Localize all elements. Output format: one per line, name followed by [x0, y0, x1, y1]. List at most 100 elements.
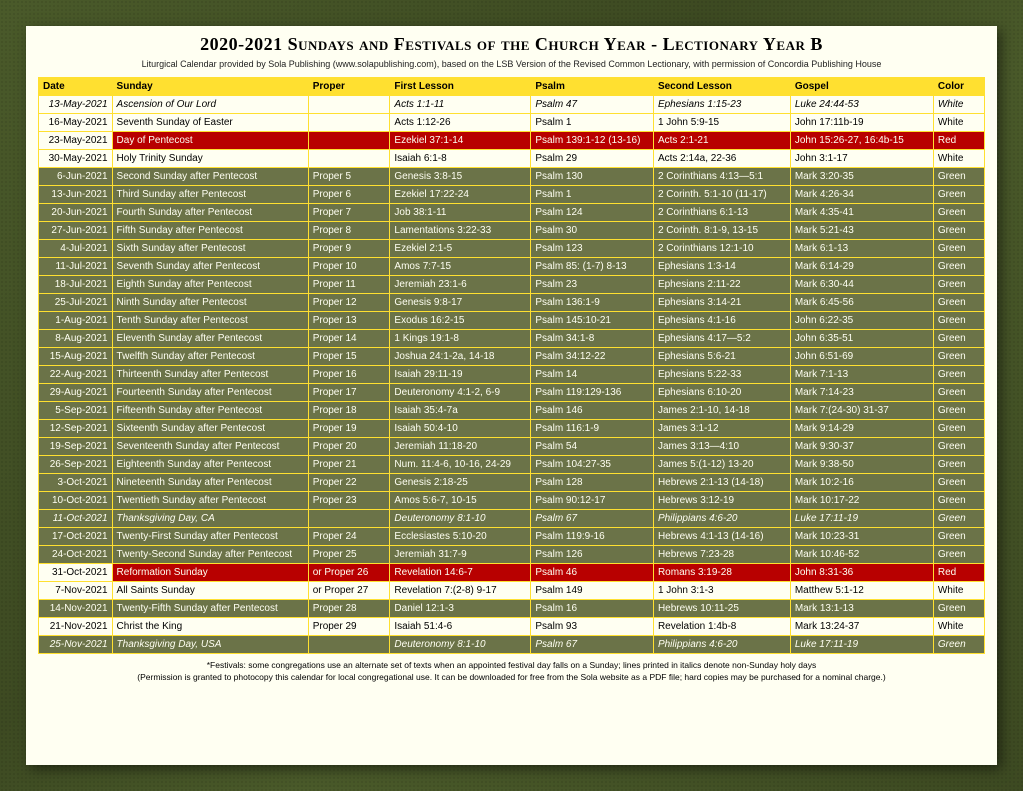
table-cell: 2 Corinthians 12:1-10	[653, 240, 790, 258]
table-cell: Psalm 136:1-9	[531, 294, 654, 312]
table-cell: Green	[933, 312, 984, 330]
table-cell: 2 Corinthians 4:13—5:1	[653, 168, 790, 186]
table-cell: Mark 10:46-52	[790, 546, 933, 564]
table-row: 10-Oct-2021Twentieth Sunday after Pentec…	[39, 492, 985, 510]
table-row: 22-Aug-2021Thirteenth Sunday after Pente…	[39, 366, 985, 384]
table-cell: Ephesians 4:1-16	[653, 312, 790, 330]
table-cell: 3-Oct-2021	[39, 474, 113, 492]
table-cell: 15-Aug-2021	[39, 348, 113, 366]
table-cell: 7-Nov-2021	[39, 582, 113, 600]
table-cell: Green	[933, 438, 984, 456]
table-cell: James 5:(1-12) 13-20	[653, 456, 790, 474]
table-cell: Tenth Sunday after Pentecost	[112, 312, 308, 330]
table-cell: Psalm 124	[531, 204, 654, 222]
table-cell: Fifth Sunday after Pentecost	[112, 222, 308, 240]
table-cell: Mark 10:2-16	[790, 474, 933, 492]
table-cell: Seventh Sunday of Easter	[112, 114, 308, 132]
table-row: 14-Nov-2021Twenty-Fifth Sunday after Pen…	[39, 600, 985, 618]
table-cell: 4-Jul-2021	[39, 240, 113, 258]
table-cell: 16-May-2021	[39, 114, 113, 132]
table-cell: Acts 2:14a, 22-36	[653, 150, 790, 168]
table-cell: Psalm 104:27-35	[531, 456, 654, 474]
table-cell: Psalm 16	[531, 600, 654, 618]
table-cell: Psalm 67	[531, 510, 654, 528]
table-cell: Psalm 119:129-136	[531, 384, 654, 402]
table-cell: Ephesians 1:15-23	[653, 96, 790, 114]
table-cell: Acts 2:1-21	[653, 132, 790, 150]
table-cell: 6-Jun-2021	[39, 168, 113, 186]
table-cell: Psalm 30	[531, 222, 654, 240]
table-cell: 1 Kings 19:1-8	[390, 330, 531, 348]
col-header-sunday: Sunday	[112, 78, 308, 96]
table-cell: Third Sunday after Pentecost	[112, 186, 308, 204]
table-cell: Psalm 23	[531, 276, 654, 294]
table-cell: 21-Nov-2021	[39, 618, 113, 636]
table-cell: Luke 24:44-53	[790, 96, 933, 114]
table-row: 30-May-2021Holy Trinity SundayIsaiah 6:1…	[39, 150, 985, 168]
table-cell: Mark 13:1-13	[790, 600, 933, 618]
table-cell: Mark 9:14-29	[790, 420, 933, 438]
table-cell: Job 38:1-11	[390, 204, 531, 222]
table-cell: Psalm 54	[531, 438, 654, 456]
table-cell: 1-Aug-2021	[39, 312, 113, 330]
table-cell: Hebrews 10:11-25	[653, 600, 790, 618]
table-cell: 13-Jun-2021	[39, 186, 113, 204]
table-cell: White	[933, 618, 984, 636]
col-header-gospel: Gospel	[790, 78, 933, 96]
table-cell: Proper 28	[308, 600, 390, 618]
table-cell: or Proper 27	[308, 582, 390, 600]
table-cell: 22-Aug-2021	[39, 366, 113, 384]
table-cell: Proper 21	[308, 456, 390, 474]
table-cell: Proper 10	[308, 258, 390, 276]
table-cell: Sixteenth Sunday after Pentecost	[112, 420, 308, 438]
table-row: 17-Oct-2021Twenty-First Sunday after Pen…	[39, 528, 985, 546]
table-cell: Psalm 130	[531, 168, 654, 186]
table-cell: Psalm 85: (1-7) 8-13	[531, 258, 654, 276]
table-cell: Ephesians 6:10-20	[653, 384, 790, 402]
table-cell: Mark 13:24-37	[790, 618, 933, 636]
page-subtitle: Liturgical Calendar provided by Sola Pub…	[38, 59, 985, 69]
table-cell: Proper 23	[308, 492, 390, 510]
table-cell: James 3:13—4:10	[653, 438, 790, 456]
table-cell: Mark 10:23-31	[790, 528, 933, 546]
table-cell: Proper 12	[308, 294, 390, 312]
table-cell: 5-Sep-2021	[39, 402, 113, 420]
table-cell: Isaiah 29:11-19	[390, 366, 531, 384]
table-cell: Mark 7:14-23	[790, 384, 933, 402]
page-title: 2020-2021 Sundays and Festivals of the C…	[38, 34, 985, 55]
table-cell: Hebrews 3:12-19	[653, 492, 790, 510]
table-cell: Ecclesiastes 5:10-20	[390, 528, 531, 546]
table-cell: John 15:26-27, 16:4b-15	[790, 132, 933, 150]
table-cell: Proper 25	[308, 546, 390, 564]
table-cell: Num. 11:4-6, 10-16, 24-29	[390, 456, 531, 474]
table-cell: John 3:1-17	[790, 150, 933, 168]
table-cell: Green	[933, 186, 984, 204]
table-cell: Mark 7:(24-30) 31-37	[790, 402, 933, 420]
table-cell: Genesis 2:18-25	[390, 474, 531, 492]
footnote-line-2: (Permission is granted to photocopy this…	[38, 672, 985, 684]
table-row: 31-Oct-2021Reformation Sundayor Proper 2…	[39, 564, 985, 582]
table-cell: 11-Oct-2021	[39, 510, 113, 528]
table-cell: Proper 29	[308, 618, 390, 636]
table-cell: Mark 7:1-13	[790, 366, 933, 384]
table-cell: Christ the King	[112, 618, 308, 636]
table-cell: Eighth Sunday after Pentecost	[112, 276, 308, 294]
table-cell: Psalm 149	[531, 582, 654, 600]
table-cell: Proper 19	[308, 420, 390, 438]
table-cell: Amos 7:7-15	[390, 258, 531, 276]
table-row: 13-May-2021Ascension of Our LordActs 1:1…	[39, 96, 985, 114]
table-cell: Ephesians 1:3-14	[653, 258, 790, 276]
table-cell: Second Sunday after Pentecost	[112, 168, 308, 186]
col-header-proper: Proper	[308, 78, 390, 96]
table-cell: Psalm 90:12-17	[531, 492, 654, 510]
table-row: 8-Aug-2021Eleventh Sunday after Pentecos…	[39, 330, 985, 348]
table-cell: Lamentations 3:22-33	[390, 222, 531, 240]
table-cell: John 8:31-36	[790, 564, 933, 582]
table-cell: Ephesians 4:17—5:2	[653, 330, 790, 348]
table-cell: Green	[933, 294, 984, 312]
table-cell: Ezekiel 37:1-14	[390, 132, 531, 150]
table-cell: Romans 3:19-28	[653, 564, 790, 582]
table-cell: 13-May-2021	[39, 96, 113, 114]
table-cell: Eighteenth Sunday after Pentecost	[112, 456, 308, 474]
table-cell: Green	[933, 546, 984, 564]
